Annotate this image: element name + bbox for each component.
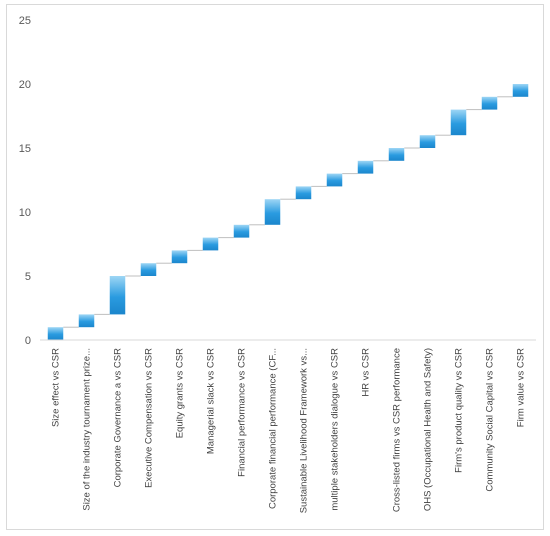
x-tick-label: Firm value vs CSR (516, 348, 527, 427)
bar (202, 237, 219, 251)
chart-frame (6, 4, 544, 530)
bar (140, 263, 157, 276)
x-tick-label: Cross-listed firms vs CSR performance (392, 348, 403, 512)
bar (295, 186, 312, 200)
y-tick-label: 25 (19, 15, 31, 27)
x-tick-label: Executive Compensation vs CSR (144, 348, 155, 488)
x-tick-label: Equity grants vs CSR (175, 348, 186, 438)
bar (357, 160, 374, 174)
y-tick-label: 0 (25, 335, 31, 347)
x-tick-label: Size effect vs CSR (51, 348, 62, 427)
bar (450, 109, 467, 136)
x-tick-label: Size of the industry tournament prize... (82, 348, 93, 511)
x-tick-label: Sustainable Livelihood Framework vs... (299, 348, 310, 513)
bar (171, 250, 188, 264)
y-tick-label: 10 (19, 207, 31, 219)
x-tick-label: Community Social Capital vs CSR (485, 348, 496, 492)
bar (481, 96, 498, 110)
bar (78, 314, 95, 328)
x-tick-label: Firm's product quality vs CSR (454, 348, 465, 473)
y-axis: 0 5 10 15 20 25 (19, 15, 31, 347)
bar (419, 135, 436, 148)
connector-lines (63, 96, 513, 328)
x-tick-label: OHS (Occupational Health and Safety) (423, 348, 434, 511)
bars (47, 84, 529, 340)
bar (326, 173, 343, 187)
bar (47, 327, 64, 340)
x-tick-label: Corporate Governance a vs CSR (113, 348, 124, 488)
x-tick-label: Managerial slack vs CSR (206, 348, 217, 454)
x-axis: Size effect vs CSR Size of the industry t… (40, 339, 536, 513)
bar (233, 224, 250, 238)
x-tick-label: Financial performance vs CSR (237, 348, 248, 477)
y-tick-label: 15 (19, 143, 31, 155)
x-tick-label: HR vs CSR (361, 348, 372, 397)
bar (512, 84, 529, 97)
bar (109, 276, 126, 315)
x-tick-label: Corporate financial performance (CF... (268, 348, 279, 509)
y-tick-label: 20 (19, 79, 31, 91)
bar (388, 148, 405, 161)
bar (264, 199, 281, 225)
y-tick-label: 5 (25, 271, 31, 283)
x-tick-label: multiple stakeholders dialogue vs CSR (330, 348, 341, 511)
